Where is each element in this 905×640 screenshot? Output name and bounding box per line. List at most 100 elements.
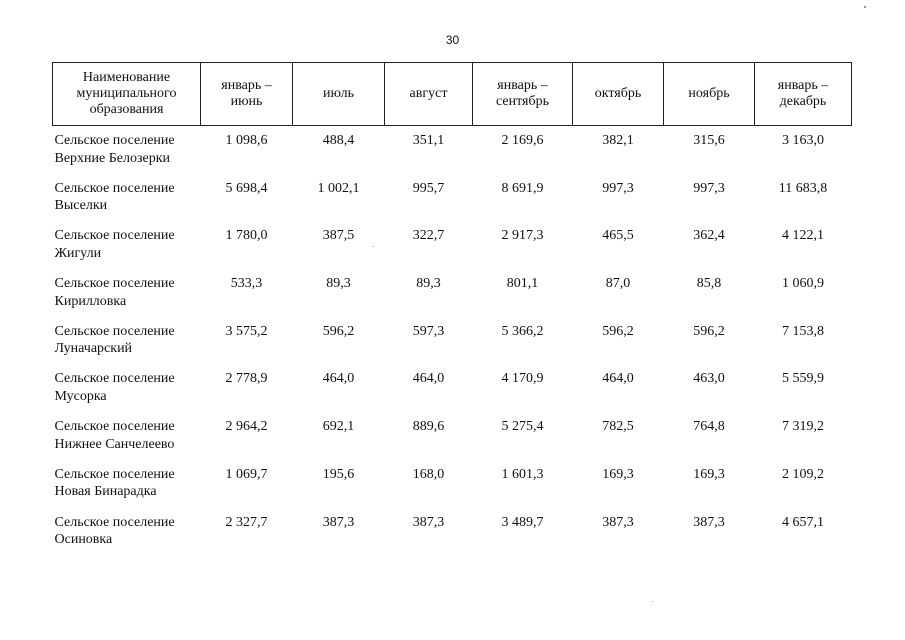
municipality-name: Сельское поселение Верхние Белозерки — [53, 126, 201, 178]
value-cell: 5 698,4 — [225, 180, 268, 196]
value-cell: 5 366,2 — [501, 323, 544, 339]
value-cell: 382,1 — [602, 133, 634, 148]
value-cell: 387,5 — [322, 228, 355, 244]
value-cell: 7 319,2 — [782, 419, 824, 435]
scan-speck — [652, 601, 653, 602]
table-row: Сельское поселение Кирилловка 533,3 89,3… — [53, 273, 852, 321]
value-cell: 2 169,6 — [501, 133, 544, 148]
municipality-name: Сельское поселение Нижнее Санчелеево — [53, 416, 201, 464]
value-cell: 597,3 — [412, 323, 445, 339]
header-name: Наименование муниципального образования — [52, 62, 201, 126]
data-table: Наименование муниципального образования … — [52, 62, 852, 559]
value-cell: 2 917,3 — [501, 228, 544, 244]
name-line: Сельское поселение — [54, 276, 175, 292]
header-line: январь – — [221, 78, 272, 93]
value-cell: 169,3 — [693, 466, 725, 482]
value-cell: 997,3 — [602, 180, 634, 196]
page-number: 30 — [445, 33, 460, 47]
value-cell: 488,4 — [322, 133, 355, 148]
value-cell: 168,0 — [412, 466, 445, 482]
name-line: Выселки — [54, 198, 108, 214]
value-cell: 596,2 — [693, 323, 725, 339]
name-line: Нижнее Санчелеево — [54, 436, 175, 452]
value-cell: 87,0 — [605, 276, 631, 292]
value-cell: 801,1 — [506, 276, 539, 292]
header-august: август — [384, 62, 473, 126]
value-cell: 2 964,2 — [225, 419, 268, 435]
name-line: Сельское поселение — [54, 228, 175, 244]
header-line: январь – — [497, 78, 548, 93]
value-cell: 995,7 — [412, 180, 445, 196]
header-line: ноябрь — [688, 86, 730, 101]
header-name-line: муниципального — [76, 86, 177, 101]
municipality-name: Сельское поселение Жигули — [53, 225, 201, 273]
value-cell: 465,5 — [602, 228, 634, 244]
table-row: Сельское поселение Мусорка 2 778,9 464,0… — [53, 368, 852, 416]
value-cell: 4 657,1 — [782, 514, 824, 530]
value-cell: 3 489,7 — [501, 514, 544, 530]
table-row: Сельское поселение Верхние Белозерки 1 0… — [53, 126, 852, 178]
value-cell: 5 559,9 — [782, 371, 824, 387]
header-name-line: образования — [89, 102, 164, 117]
header-jan-jun: январь – июнь — [200, 62, 293, 126]
header-line: октябрь — [594, 86, 642, 101]
header-line: декабрь — [779, 94, 827, 109]
header-november: ноябрь — [663, 62, 755, 126]
header-jan-dec: январь – декабрь — [754, 62, 852, 126]
header-july: июль — [292, 62, 385, 126]
table-row: Сельское поселение Осиновка 2 327,7 387,… — [53, 512, 852, 560]
header-line: август — [409, 86, 448, 101]
scan-speck — [373, 246, 374, 247]
value-cell: 997,3 — [693, 180, 725, 196]
value-cell: 692,1 — [322, 419, 355, 435]
value-cell: 782,5 — [602, 419, 634, 435]
municipality-name: Сельское поселение Новая Бинарадка — [53, 464, 201, 512]
value-cell: 889,6 — [412, 419, 445, 435]
name-line: Сельское поселение — [54, 180, 175, 196]
table-row: Сельское поселение Новая Бинарадка 1 069… — [53, 464, 852, 512]
value-cell: 1 060,9 — [782, 276, 824, 292]
value-cell: 4 122,1 — [782, 228, 824, 244]
table-row: Сельское поселение Луначарский 3 575,2 5… — [53, 321, 852, 369]
name-line: Сельское поселение — [54, 466, 175, 482]
value-cell: 2 778,9 — [225, 371, 268, 387]
value-cell: 351,1 — [412, 133, 445, 148]
value-cell: 1 780,0 — [225, 228, 268, 244]
name-line: Верхние Белозерки — [54, 150, 171, 166]
value-cell: 1 098,6 — [225, 133, 268, 148]
header-october: октябрь — [572, 62, 664, 126]
name-line: Сельское поселение — [54, 419, 175, 435]
value-cell: 2 109,2 — [782, 466, 824, 482]
value-cell: 387,3 — [693, 514, 725, 530]
value-cell: 89,3 — [416, 276, 441, 292]
value-cell: 3 163,0 — [782, 133, 824, 148]
header-line: июнь — [230, 94, 263, 109]
value-cell: 387,3 — [322, 514, 355, 530]
value-cell: 463,0 — [693, 371, 725, 387]
value-cell: 195,6 — [322, 466, 355, 482]
table-row: Сельское поселение Нижнее Санчелеево 2 9… — [53, 416, 852, 464]
value-cell: 169,3 — [602, 466, 634, 482]
value-cell: 85,8 — [696, 276, 722, 292]
value-cell: 8 691,9 — [501, 180, 544, 196]
name-line: Сельское поселение — [54, 371, 175, 387]
value-cell: 322,7 — [412, 228, 445, 244]
name-line: Сельское поселение — [54, 514, 175, 530]
name-line: Луначарский — [54, 341, 133, 357]
table-row: Сельское поселение Жигули 1 780,0 387,5 … — [53, 225, 852, 273]
municipality-name: Сельское поселение Луначарский — [53, 321, 201, 369]
table-row: Сельское поселение Выселки 5 698,4 1 002… — [53, 178, 852, 226]
name-line: Новая Бинарадка — [54, 484, 157, 500]
name-line: Сельское поселение — [54, 323, 175, 339]
name-line: Жигули — [54, 245, 102, 261]
header-line: июль — [323, 86, 354, 101]
name-line: Осиновка — [54, 532, 113, 547]
value-cell: 3 575,2 — [225, 323, 268, 339]
value-cell: 1 002,1 — [317, 180, 360, 196]
municipality-name: Сельское поселение Кирилловка — [53, 273, 201, 321]
value-cell: 2 327,7 — [225, 514, 268, 530]
value-cell: 464,0 — [322, 371, 355, 387]
value-cell: 464,0 — [412, 371, 445, 387]
value-cell: 315,6 — [693, 133, 725, 148]
header-line: сентябрь — [496, 94, 549, 109]
